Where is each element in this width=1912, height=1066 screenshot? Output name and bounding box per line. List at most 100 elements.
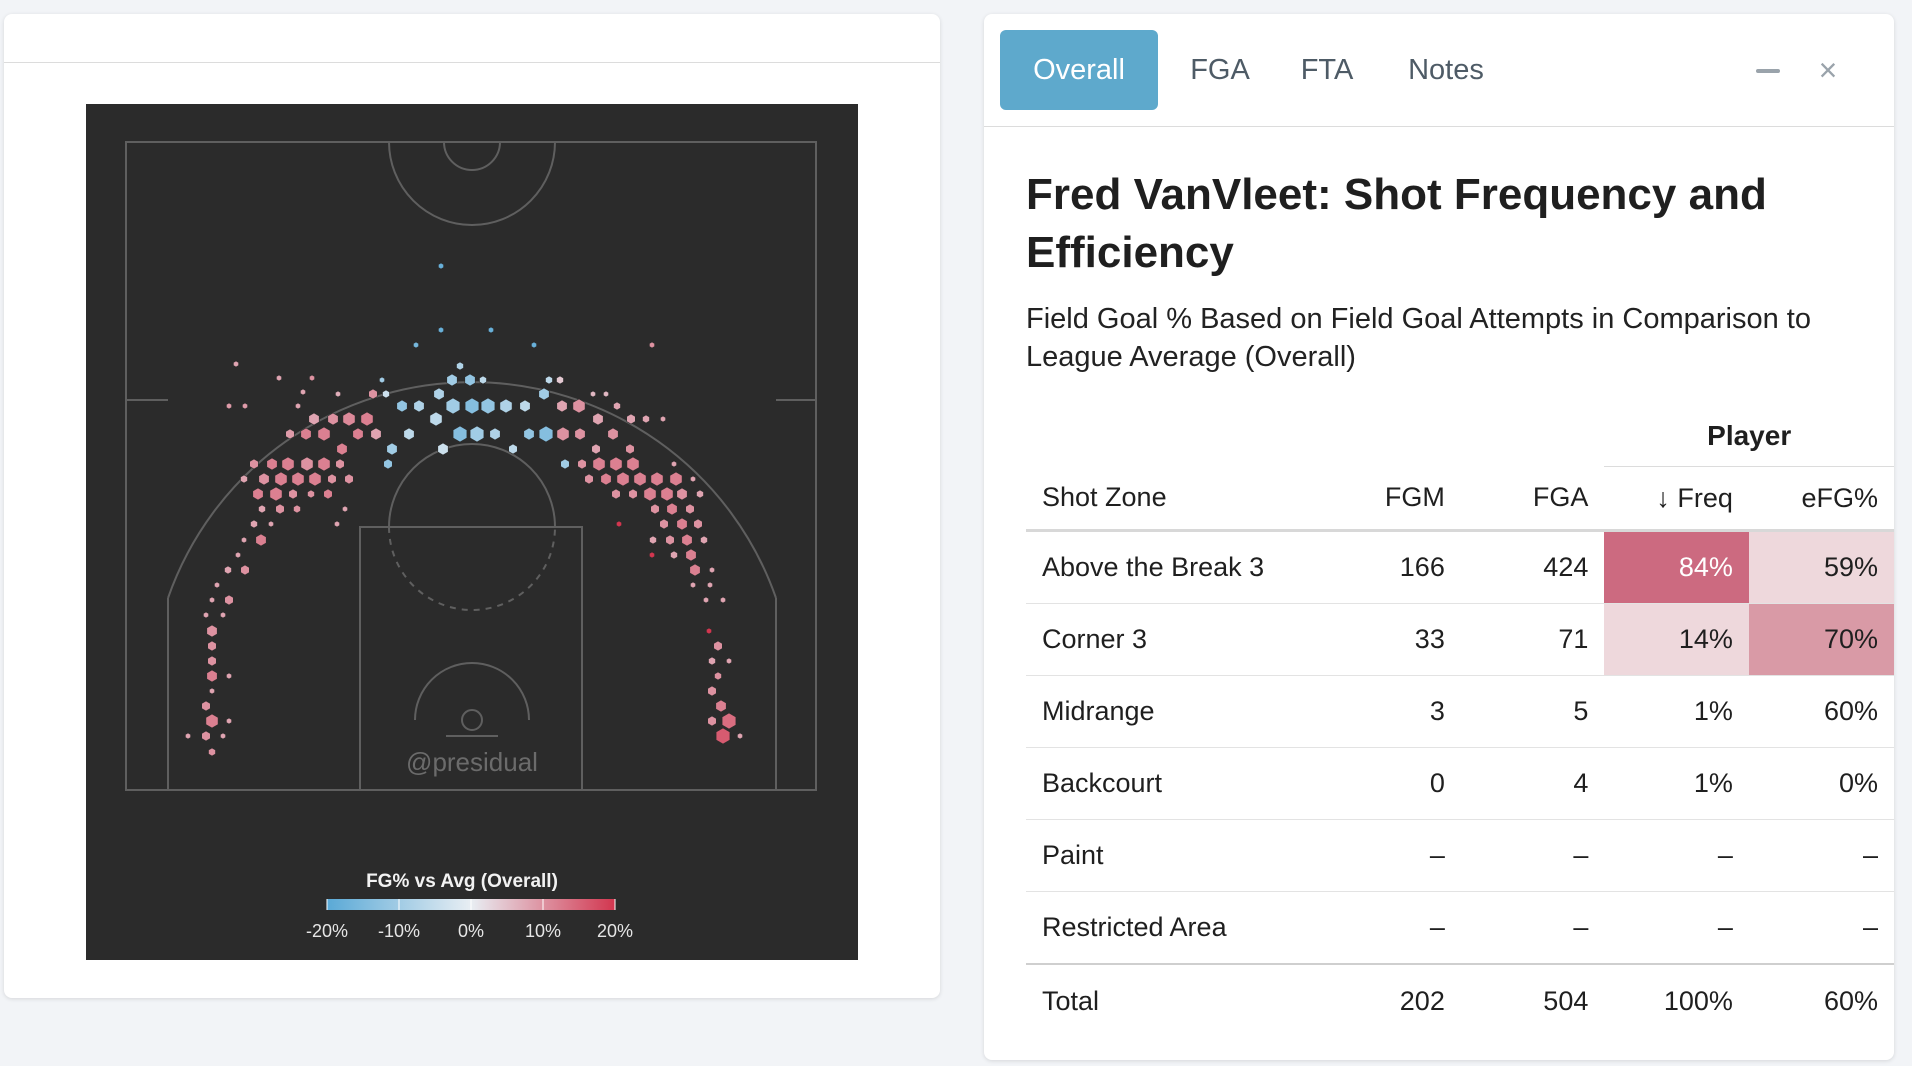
hex-bin — [396, 399, 408, 413]
hex-bin — [456, 361, 464, 371]
hex-bin — [659, 518, 669, 530]
minimize-button[interactable] — [1750, 52, 1786, 88]
hex-bin — [626, 413, 636, 425]
hex-bin — [240, 474, 248, 484]
legend-tick-label: -20% — [306, 921, 348, 941]
legend-ticks: -20% -10% 0% 10% 20% — [306, 899, 633, 941]
hex-bin — [469, 425, 485, 443]
hex-bin — [308, 412, 320, 426]
hex-bin — [709, 566, 715, 574]
total-freq: 100% — [1604, 963, 1749, 1037]
cell-efg: – — [1748, 891, 1894, 965]
hex-bin — [519, 399, 531, 413]
minus-icon — [1756, 69, 1780, 73]
hex-bin — [220, 732, 226, 740]
hex-bin — [344, 473, 354, 485]
hex-bin — [670, 550, 678, 560]
hex-bin — [489, 427, 501, 441]
group-header-spacer — [1026, 406, 1604, 467]
col-header-efg[interactable]: eFG% — [1748, 466, 1894, 532]
hex-bin — [268, 520, 274, 528]
hex-bin — [309, 374, 315, 382]
hex-bin — [714, 671, 722, 681]
hex-bin — [342, 505, 348, 513]
panel-subtitle: Field Goal % Based on Field Goal Attempt… — [1026, 303, 1811, 373]
hex-bin — [370, 427, 382, 441]
hex-bin — [220, 611, 226, 619]
hex-bin — [592, 456, 606, 472]
hex-bin — [224, 565, 232, 575]
cell-efg: 0% — [1748, 747, 1894, 820]
hex-bin — [368, 388, 378, 400]
hex-bin — [609, 456, 623, 472]
hex-bin — [300, 427, 312, 441]
cell-freq: – — [1604, 891, 1749, 965]
hex-bin — [307, 489, 315, 499]
shot-chart-card: @presidual FG% vs Avg (Overall) -20% -10%… — [4, 14, 940, 998]
hex-bin — [616, 520, 622, 528]
hex-bin — [203, 611, 209, 619]
hex-bin — [293, 504, 301, 514]
hex-bin — [545, 375, 553, 385]
hex-bin — [556, 399, 568, 413]
total-efg: 60% — [1748, 963, 1894, 1037]
hex-bin — [538, 387, 550, 401]
hex-bin — [531, 341, 537, 349]
hex-bin — [452, 425, 468, 443]
hex-bins — [185, 262, 743, 757]
hex-bin — [201, 730, 211, 742]
hex-bin — [446, 373, 458, 387]
chart-card-header — [4, 14, 940, 63]
total-fga: 504 — [1460, 963, 1605, 1037]
hex-bin — [224, 594, 234, 606]
center-circle-inner — [443, 141, 501, 171]
hex-bin — [577, 458, 587, 470]
hex-bin — [429, 411, 443, 427]
hex-bin — [276, 374, 282, 382]
hex-bin — [201, 700, 211, 712]
hex-bin — [669, 471, 683, 487]
shot-chart: @presidual FG% vs Avg (Overall) -20% -10%… — [86, 104, 858, 960]
cell-freq: 1% — [1604, 675, 1749, 748]
restricted-arc — [414, 662, 530, 721]
close-button[interactable]: × — [1810, 52, 1846, 88]
tab-overall[interactable]: Overall — [1000, 30, 1158, 110]
tab-notes[interactable]: Notes — [1408, 54, 1484, 86]
hex-bin — [207, 640, 217, 652]
hex-bin — [383, 458, 393, 470]
hex-bin — [249, 458, 259, 470]
hex-bin — [308, 471, 322, 487]
legend-tick-label: 20% — [597, 921, 633, 941]
hex-bin — [433, 387, 445, 401]
col-header-fga[interactable]: FGA — [1460, 466, 1605, 532]
col-header-freq[interactable]: ↓ Freq — [1604, 466, 1749, 532]
hex-bin — [707, 685, 717, 697]
hex-bin — [633, 471, 647, 487]
hex-bin — [681, 533, 693, 547]
free-throw-circle-bottom — [388, 526, 556, 611]
tab-fga[interactable]: FGA — [1190, 54, 1250, 86]
hex-bin — [323, 488, 333, 500]
hex-bin — [403, 427, 415, 441]
cell-efg: – — [1748, 819, 1894, 892]
hex-bin — [480, 397, 496, 415]
hex-bin — [607, 427, 619, 441]
cell-freq: 14% — [1604, 603, 1749, 676]
hex-bin — [690, 581, 696, 589]
hex-bin — [209, 596, 215, 604]
hex-bin — [556, 426, 570, 442]
hex-bin — [437, 442, 449, 456]
col-header-shot-zone[interactable]: Shot Zone — [1026, 466, 1317, 532]
hex-bin — [642, 414, 650, 424]
hex-bin — [649, 341, 655, 349]
cell-freq: – — [1604, 819, 1749, 892]
hex-bin — [696, 489, 704, 499]
hex-bin — [715, 699, 727, 713]
tab-fta[interactable]: FTA — [1300, 54, 1354, 86]
col-header-fgm[interactable]: FGM — [1317, 466, 1461, 532]
cell-fgm: – — [1317, 891, 1461, 965]
cell-zone: Backcourt — [1026, 747, 1317, 820]
hex-bin — [685, 548, 697, 562]
cell-fgm: 0 — [1317, 747, 1461, 820]
hex-bin — [560, 458, 570, 470]
